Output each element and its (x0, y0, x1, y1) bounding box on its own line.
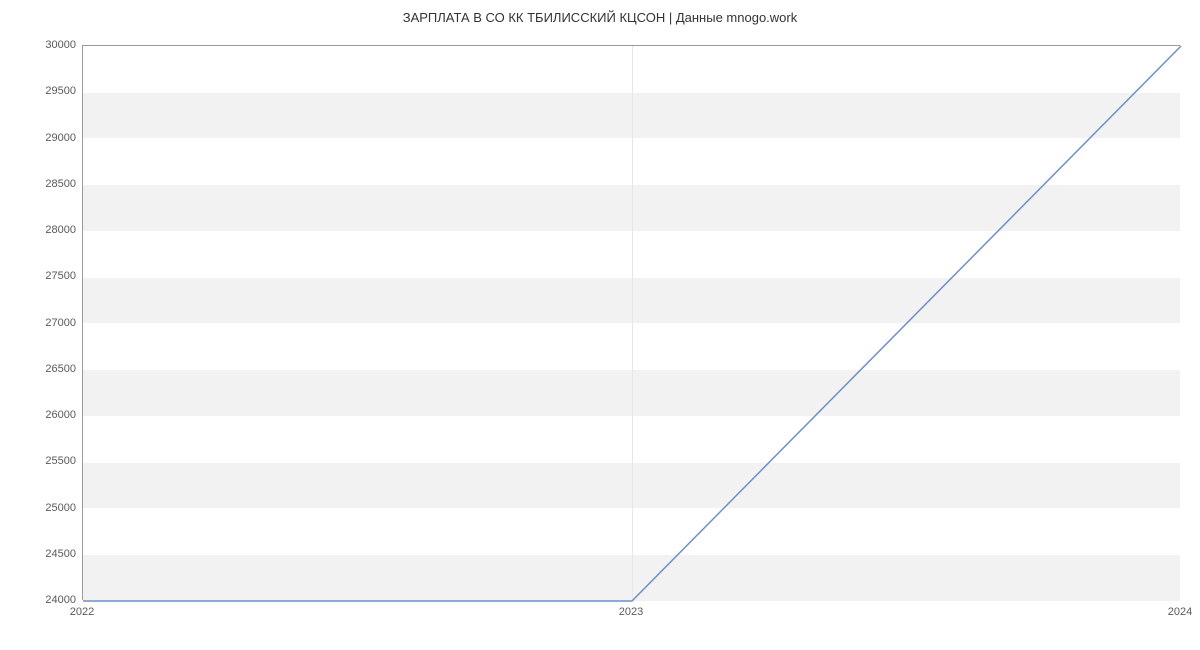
line-layer (83, 46, 1180, 599)
y-tick-label: 26000 (16, 409, 76, 421)
data-line-salary (83, 46, 1181, 601)
y-tick-label: 27500 (16, 270, 76, 282)
x-tick-label: 2024 (1168, 606, 1192, 618)
y-tick-label: 24000 (16, 594, 76, 606)
plot-area (82, 45, 1180, 600)
y-tick-label: 26500 (16, 363, 76, 375)
y-tick-label: 24500 (16, 548, 76, 560)
y-tick-label: 28000 (16, 224, 76, 236)
y-tick-label: 29500 (16, 85, 76, 97)
chart-title: ЗАРПЛАТА В СО КК ТБИЛИССКИЙ КЦСОН | Данн… (0, 10, 1200, 25)
y-tick-label: 27000 (16, 317, 76, 329)
y-tick-label: 29000 (16, 132, 76, 144)
y-tick-label: 28500 (16, 178, 76, 190)
y-tick-label: 30000 (16, 39, 76, 51)
x-tick-label: 2022 (70, 606, 94, 618)
y-tick-label: 25500 (16, 455, 76, 467)
x-tick-label: 2023 (619, 606, 643, 618)
y-tick-label: 25000 (16, 502, 76, 514)
